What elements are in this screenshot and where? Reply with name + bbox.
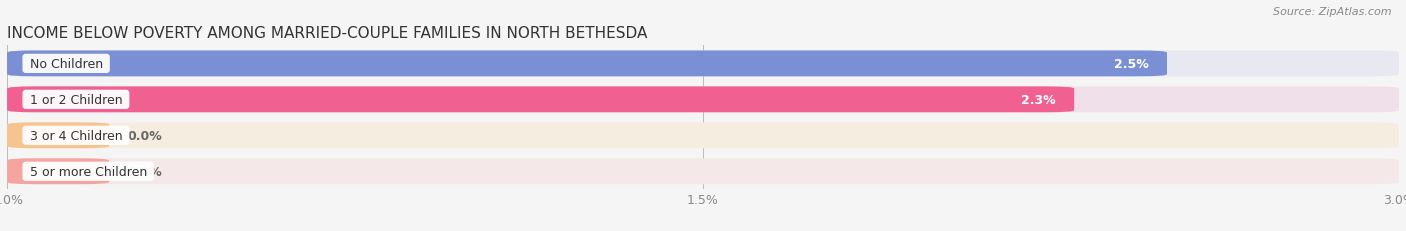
FancyBboxPatch shape xyxy=(7,159,1399,184)
FancyBboxPatch shape xyxy=(7,51,1167,77)
Text: 3 or 4 Children: 3 or 4 Children xyxy=(25,129,127,142)
Text: Source: ZipAtlas.com: Source: ZipAtlas.com xyxy=(1274,7,1392,17)
Text: 5 or more Children: 5 or more Children xyxy=(25,165,150,178)
Text: INCOME BELOW POVERTY AMONG MARRIED-COUPLE FAMILIES IN NORTH BETHESDA: INCOME BELOW POVERTY AMONG MARRIED-COUPL… xyxy=(7,26,647,41)
Text: 0.0%: 0.0% xyxy=(128,129,163,142)
Text: 2.5%: 2.5% xyxy=(1114,58,1149,71)
FancyBboxPatch shape xyxy=(7,87,1074,113)
FancyBboxPatch shape xyxy=(7,87,1399,113)
Text: No Children: No Children xyxy=(25,58,107,71)
FancyBboxPatch shape xyxy=(7,51,1399,77)
Text: 0.0%: 0.0% xyxy=(128,165,163,178)
FancyBboxPatch shape xyxy=(7,123,1399,149)
Text: 1 or 2 Children: 1 or 2 Children xyxy=(25,93,127,106)
FancyBboxPatch shape xyxy=(7,123,110,149)
FancyBboxPatch shape xyxy=(7,159,110,184)
Text: 2.3%: 2.3% xyxy=(1021,93,1056,106)
